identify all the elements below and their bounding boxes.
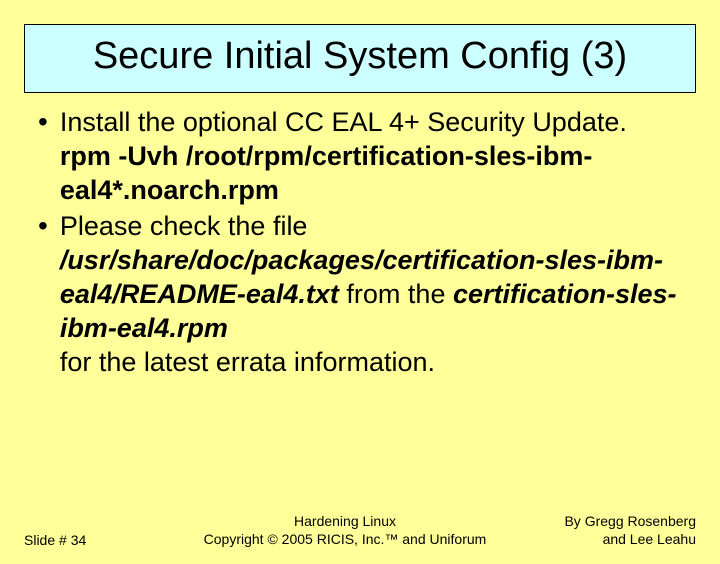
bullet-dot: • [38,105,48,139]
bullet-list: • Install the optional CC EAL 4+ Securit… [38,105,682,379]
footer-center-line1: Hardening Linux [294,513,396,529]
bullet-text: Install the optional CC EAL 4+ Security … [60,105,682,207]
footer-right-line1: By Gregg Rosenberg [564,513,696,529]
slide-number: Slide # 34 [24,532,164,548]
footer-center-line2: Copyright © 2005 RICIS, Inc.™ and Unifor… [204,531,487,547]
bullet-plain: Please check the file [60,211,308,241]
bullet-plain: Install the optional CC EAL 4+ Security … [60,107,627,137]
slide-title: Secure Initial System Config (3) [37,35,683,78]
bullet-plain: from the [339,279,453,309]
bullet-item: • Install the optional CC EAL 4+ Securit… [38,105,682,207]
footer: Slide # 34 Hardening Linux Copyright © 2… [0,512,720,548]
bullet-bold: rpm -Uvh /root/rpm/certification-sles-ib… [60,141,593,205]
bullet-dot: • [38,209,48,243]
footer-author: By Gregg Rosenberg and Lee Leahu [526,512,696,548]
bullet-plain: for the latest errata information. [60,347,435,377]
bullet-item: • Please check the file /usr/share/doc/p… [38,209,682,379]
footer-right-line2: and Lee Leahu [603,531,696,547]
bullet-text: Please check the file /usr/share/doc/pac… [60,209,682,379]
title-box: Secure Initial System Config (3) [24,24,696,93]
footer-center: Hardening Linux Copyright © 2005 RICIS, … [164,512,526,548]
